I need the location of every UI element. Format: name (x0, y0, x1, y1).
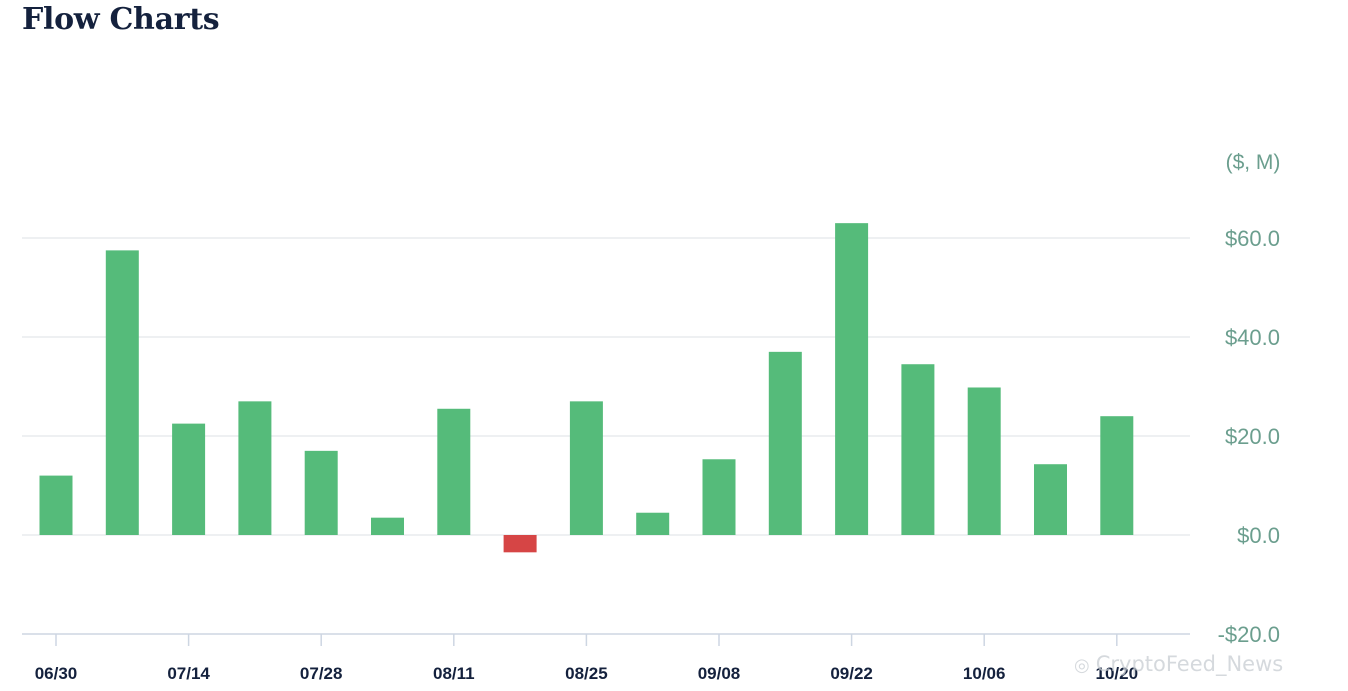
bar-09-01 (636, 512, 670, 535)
x-tick-label: 09/22 (830, 664, 873, 683)
bar-07-28 (304, 450, 338, 535)
bar-10-06 (967, 387, 1001, 535)
bar-09-15 (768, 351, 802, 535)
bar-07-07 (105, 250, 139, 535)
bar-07-14 (172, 423, 206, 535)
bar-10-20 (1100, 416, 1134, 535)
x-tick-label: 08/25 (565, 664, 608, 683)
bar-08-04 (371, 517, 404, 535)
x-tick-label: 09/08 (698, 664, 741, 683)
bars (39, 223, 1134, 553)
x-tick-label: 08/11 (433, 664, 475, 683)
x-tick-label: 10/20 (1096, 664, 1139, 683)
wechat-icon: ◎ (1074, 655, 1090, 676)
y-tick-label: $60.0 (1225, 226, 1280, 251)
y-tick-label: $0.0 (1237, 523, 1280, 548)
bar-06-30 (39, 475, 73, 535)
bar-08-11 (437, 408, 471, 535)
bar-10-13 (1034, 464, 1067, 535)
y-tick-label: $20.0 (1225, 424, 1280, 449)
page-title: Flow Charts (22, 2, 220, 37)
bar-09-29 (901, 364, 935, 535)
y-tick-label: -$20.0 (1218, 622, 1280, 647)
bar-08-25 (569, 401, 603, 535)
x-axis: 06/30 07/14 07/28 08/11 08/25 09/08 09/22 10/06… (22, 633, 1190, 683)
bar-09-08 (702, 459, 736, 535)
bar-07-21 (238, 401, 272, 535)
bar-08-18 (503, 535, 537, 553)
y-axis-labels: $60.0 $40.0 $20.0 $0.0 -$20.0 (1218, 226, 1280, 647)
x-tick-label: 10/06 (963, 664, 1006, 683)
watermark: ◎ CryptoFeed_News (1074, 652, 1283, 676)
watermark-text: CryptoFeed_News (1095, 652, 1284, 676)
y-unit-label: ($, M) (1226, 151, 1281, 174)
bar-09-22 (835, 223, 869, 535)
x-tick-label: 07/14 (167, 664, 210, 683)
x-tick-label: 07/28 (300, 664, 343, 683)
x-tick-label: 06/30 (35, 664, 78, 683)
y-tick-label: $40.0 (1225, 325, 1280, 350)
